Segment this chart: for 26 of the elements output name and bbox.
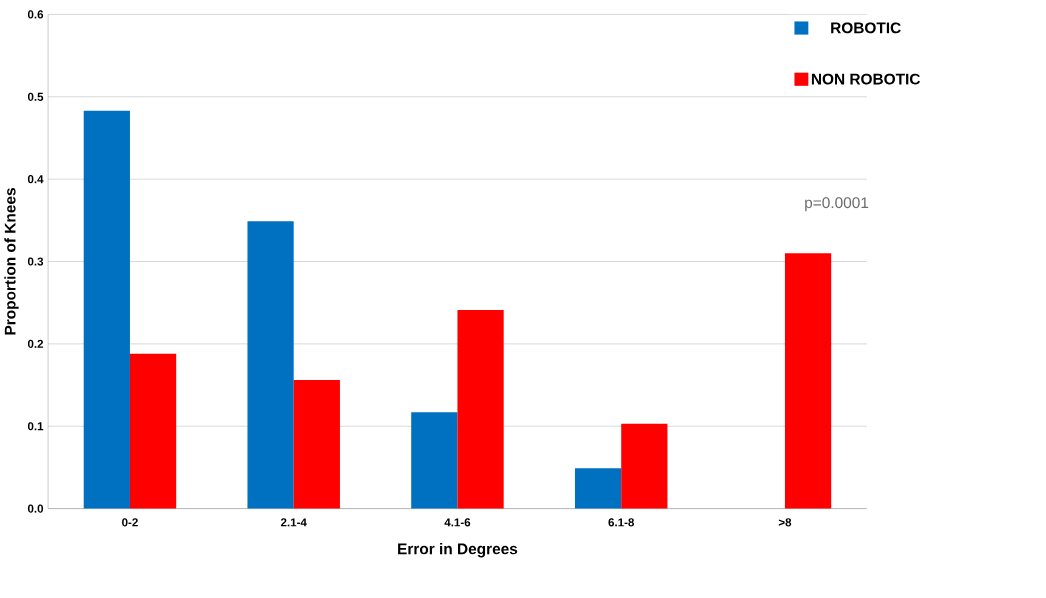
- bar: [83, 110, 130, 509]
- bar: [247, 221, 294, 509]
- bar: [457, 310, 504, 509]
- x-tick-label: 2.1-4: [280, 518, 307, 527]
- x-tick-label: 0-2: [122, 518, 138, 527]
- y-tick-label: 0.3: [27, 257, 44, 266]
- y-tick-label: 0.5: [27, 92, 44, 101]
- y-tick-label: 0.1: [27, 422, 44, 431]
- x-tick-label: >8: [778, 518, 792, 527]
- legend-label: NON ROBOTIC: [811, 73, 921, 85]
- y-tick-label: 0.6: [27, 10, 44, 19]
- bar: [784, 253, 832, 509]
- bar: [129, 353, 177, 509]
- x-tick-label: 6.1-8: [608, 518, 635, 527]
- x-axis-title: Error in Degrees: [398, 542, 518, 558]
- bar: [293, 380, 340, 509]
- bar: [574, 468, 622, 509]
- x-tick-label: 4.1-6: [444, 518, 471, 527]
- y-tick-label: 0.4: [27, 174, 44, 184]
- legend-label: ROBOTIC: [831, 22, 901, 34]
- bar: [411, 412, 458, 509]
- y-tick-label: 0.2: [27, 339, 44, 348]
- annotation: p=0.0001: [805, 197, 869, 212]
- y-tick-label: 0.0: [27, 504, 44, 513]
- y-axis-title: Proportion of Knees: [4, 188, 19, 335]
- bar: [621, 423, 668, 509]
